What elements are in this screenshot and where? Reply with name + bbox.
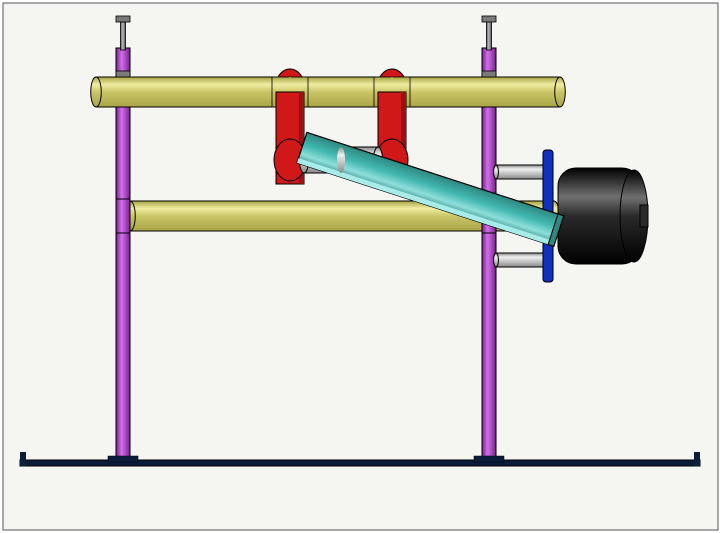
mechanical-assembly-diagram	[0, 0, 721, 533]
motor-hub	[640, 205, 648, 227]
upright-left	[116, 48, 130, 460]
base-plate-right-cap	[694, 452, 700, 466]
upright-right	[482, 48, 496, 460]
upright-right-foot	[474, 456, 504, 462]
motor-standoff-1	[494, 253, 551, 267]
cross-shaft-front-cap	[337, 147, 345, 173]
motor-standoff-0	[494, 165, 551, 179]
base-plate-left-cap	[20, 452, 26, 466]
upright-left-foot	[108, 456, 138, 462]
upright-left-over-lower-rod	[116, 199, 130, 233]
upper-rod	[91, 77, 566, 107]
motor-body	[558, 168, 648, 264]
